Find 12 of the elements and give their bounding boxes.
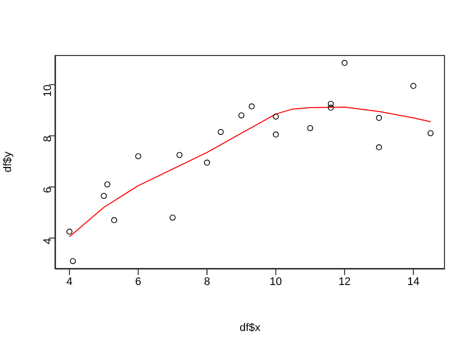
x-tick-label: 4 <box>66 276 73 288</box>
y-tick-label: 6 <box>42 186 54 194</box>
y-tick-label: 10 <box>42 84 54 97</box>
x-tick-label: 12 <box>338 276 351 288</box>
x-tick-label: 6 <box>135 276 142 288</box>
x-tick-label: 8 <box>204 276 210 288</box>
y-tick-label: 4 <box>42 238 54 244</box>
x-tick-label: 10 <box>270 276 282 288</box>
x-axis-title: df$x <box>240 322 261 334</box>
y-tick-label: 8 <box>42 136 54 142</box>
x-tick-label: 14 <box>407 276 420 288</box>
y-axis-title: df$y <box>2 151 14 172</box>
